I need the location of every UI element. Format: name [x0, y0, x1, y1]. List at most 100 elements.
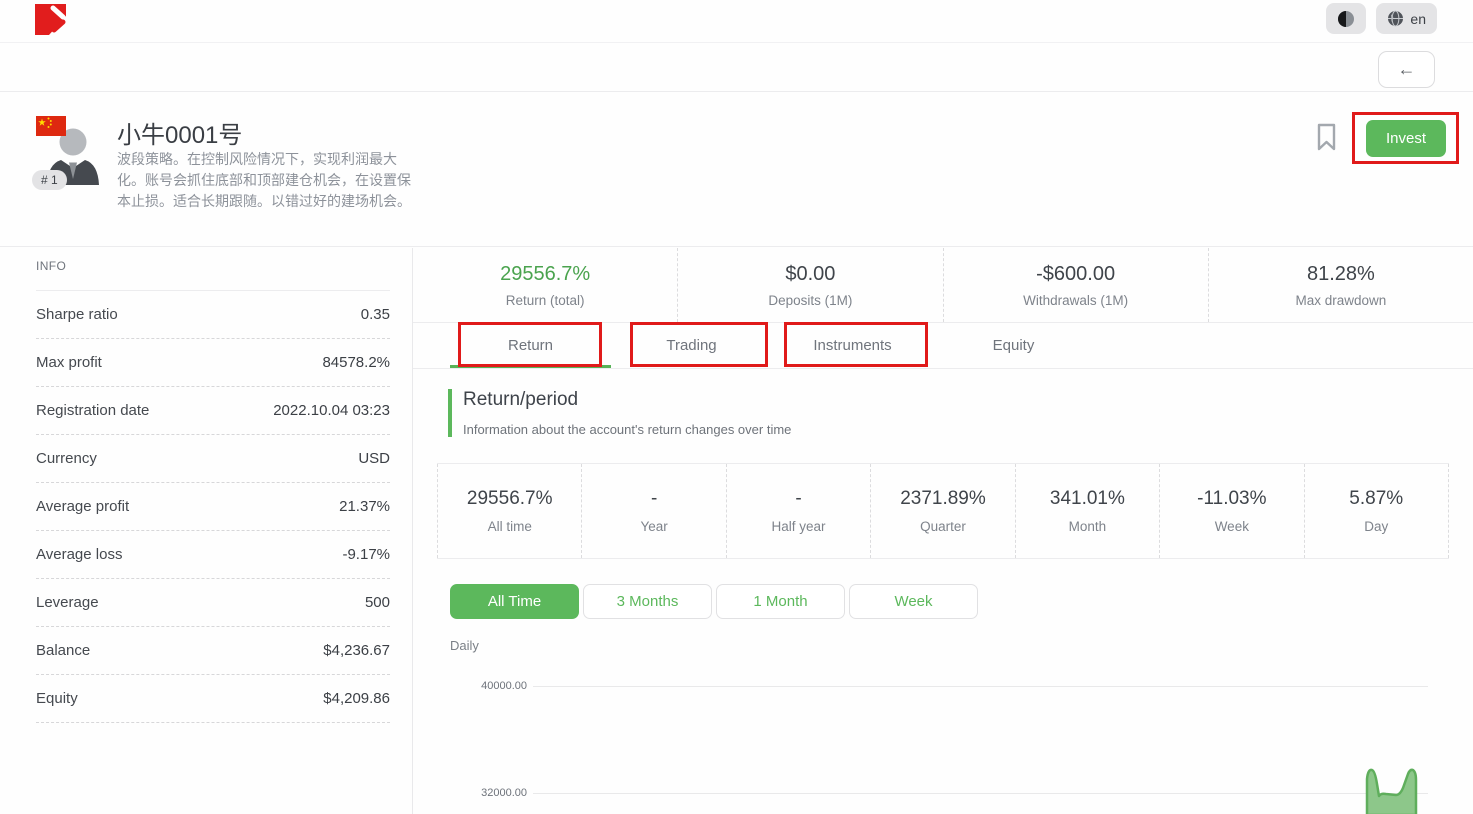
info-value: $4,209.86	[323, 690, 390, 707]
period-value: 5.87%	[1349, 488, 1404, 509]
period-label: Quarter	[920, 519, 966, 534]
stat-deposits: $0.00 Deposits (1M)	[677, 248, 942, 322]
stat-withdrawals: -$600.00 Withdrawals (1M)	[942, 248, 1208, 322]
info-panel: INFO Sharpe ratio 0.35 Max profit 84578.…	[0, 248, 413, 814]
gridline-40000	[533, 686, 1428, 687]
period-value: -	[650, 488, 658, 509]
section-header: Return/period Information about the acco…	[448, 389, 791, 437]
y-axis-tick-40000: 40000.00	[481, 680, 527, 692]
tab-return[interactable]: Return	[450, 323, 611, 368]
info-label: Average profit	[36, 498, 130, 515]
period-returns-row: 29556.7% All time - Year - Half year 237…	[437, 463, 1449, 559]
stat-label: Withdrawals (1M)	[1023, 292, 1129, 308]
stat-value: 29556.7%	[500, 262, 591, 285]
range-week-button[interactable]: Week	[849, 584, 978, 619]
stat-label: Return (total)	[505, 292, 585, 308]
info-value: -9.17%	[342, 546, 390, 563]
stat-return-total: 29556.7% Return (total)	[413, 248, 677, 322]
stat-value: -$600.00	[1036, 262, 1116, 285]
info-row-leverage: Leverage 500	[36, 579, 390, 627]
stat-value: $0.00	[785, 262, 836, 285]
info-value: USD	[358, 450, 390, 467]
info-row-balance: Balance $4,236.67	[36, 627, 390, 675]
back-arrow-icon: ←	[1397, 59, 1416, 79]
info-row-currency: Currency USD	[36, 435, 390, 483]
period-month: 341.01% Month	[1014, 464, 1159, 558]
range-1-month-button[interactable]: 1 Month	[716, 584, 845, 619]
period-label: Week	[1214, 519, 1249, 534]
section-subtitle: Information about the account's return c…	[463, 422, 792, 437]
info-row-equity: Equity $4,209.86	[36, 675, 390, 723]
period-value: -11.03%	[1197, 488, 1267, 509]
theme-contrast-icon	[1338, 10, 1355, 27]
info-value: 500	[364, 594, 390, 611]
info-label: Leverage	[36, 594, 99, 611]
tab-trading[interactable]: Trading	[611, 323, 772, 368]
period-label: Half year	[771, 519, 826, 534]
info-label: Registration date	[36, 402, 150, 419]
range-3-months-button[interactable]: 3 Months	[583, 584, 712, 619]
info-heading: INFO	[36, 259, 67, 273]
bookmark-icon	[1317, 123, 1336, 151]
period-value: 29556.7%	[466, 488, 553, 509]
period-all-time: 29556.7% All time	[437, 464, 581, 558]
theme-toggle-button[interactable]	[1326, 3, 1367, 34]
nav-bar: ←	[0, 44, 1473, 92]
info-row-registration-date: Registration date 2022.10.04 03:23	[36, 387, 390, 435]
info-row-sharpe-ratio: Sharpe ratio 0.35	[36, 291, 390, 339]
period-year: - Year	[581, 464, 725, 558]
content-area: 29556.7% Return (total) $0.00 Deposits (…	[413, 248, 1473, 814]
period-half-year: - Half year	[725, 464, 870, 558]
stat-value: 81.28%	[1306, 262, 1375, 285]
stat-label: Max drawdown	[1295, 292, 1387, 308]
chart-granularity-label: Daily	[450, 638, 479, 653]
globe-icon	[1388, 10, 1404, 27]
info-value: 2022.10.04 03:23	[273, 402, 390, 419]
tab-instruments[interactable]: Instruments	[772, 323, 933, 368]
back-button[interactable]: ←	[1378, 51, 1435, 88]
range-filter-buttons: All Time 3 Months 1 Month Week	[450, 584, 978, 619]
period-value: 2371.89%	[900, 488, 986, 509]
info-row-average-profit: Average profit 21.37%	[36, 483, 390, 531]
tab-bar: Return Trading Instruments Equity	[413, 323, 1473, 369]
tab-equity[interactable]: Equity	[933, 323, 1094, 368]
profile-section: # 1 小牛0001号 波段策略。在控制风险情况下，实现利润最大化。账号会抓住底…	[0, 93, 1473, 247]
info-row-max-profit: Max profit 84578.2%	[36, 339, 390, 387]
rank-badge: # 1	[32, 170, 67, 190]
brand-logo[interactable]	[33, 2, 69, 43]
stat-max-drawdown: 81.28% Max drawdown	[1207, 248, 1473, 322]
period-value: -	[795, 488, 802, 509]
range-all-time-button[interactable]: All Time	[450, 584, 579, 619]
info-label: Average loss	[36, 546, 123, 563]
summary-stats-row: 29556.7% Return (total) $0.00 Deposits (…	[413, 248, 1473, 323]
info-divider	[36, 290, 390, 291]
info-label: Max profit	[36, 354, 102, 371]
stat-label: Deposits (1M)	[768, 292, 853, 308]
china-flag-icon	[36, 116, 66, 136]
period-label: All time	[487, 519, 532, 534]
period-quarter: 2371.89% Quarter	[870, 464, 1014, 558]
info-value: $4,236.67	[323, 642, 390, 659]
info-label: Sharpe ratio	[36, 306, 118, 323]
period-label: Month	[1068, 519, 1107, 534]
trader-description: 波段策略。在控制风险情况下，实现利润最大化。账号会抓住底部和顶部建仓机会，在设置…	[117, 151, 411, 209]
section-title: Return/period	[463, 389, 579, 410]
period-week: -11.03% Week	[1159, 464, 1303, 558]
main-area: INFO Sharpe ratio 0.35 Max profit 84578.…	[0, 248, 1473, 814]
info-value: 21.37%	[339, 498, 390, 515]
period-day: 5.87% Day	[1303, 464, 1449, 558]
info-label: Equity	[36, 690, 78, 707]
info-value: 84578.2%	[322, 354, 390, 371]
top-actions: en	[1326, 3, 1437, 34]
language-button[interactable]: en	[1376, 3, 1437, 34]
trader-name: 小牛0001号	[117, 122, 243, 149]
bookmark-button[interactable]	[1316, 123, 1337, 155]
period-label: Year	[640, 519, 668, 534]
y-axis-tick-32000: 32000.00	[481, 787, 527, 799]
period-value: 341.01%	[1049, 488, 1125, 509]
period-label: Day	[1364, 519, 1389, 534]
top-bar: en	[0, 0, 1473, 43]
brand-logo-icon	[35, 4, 66, 35]
invest-button[interactable]: Invest	[1366, 120, 1446, 157]
